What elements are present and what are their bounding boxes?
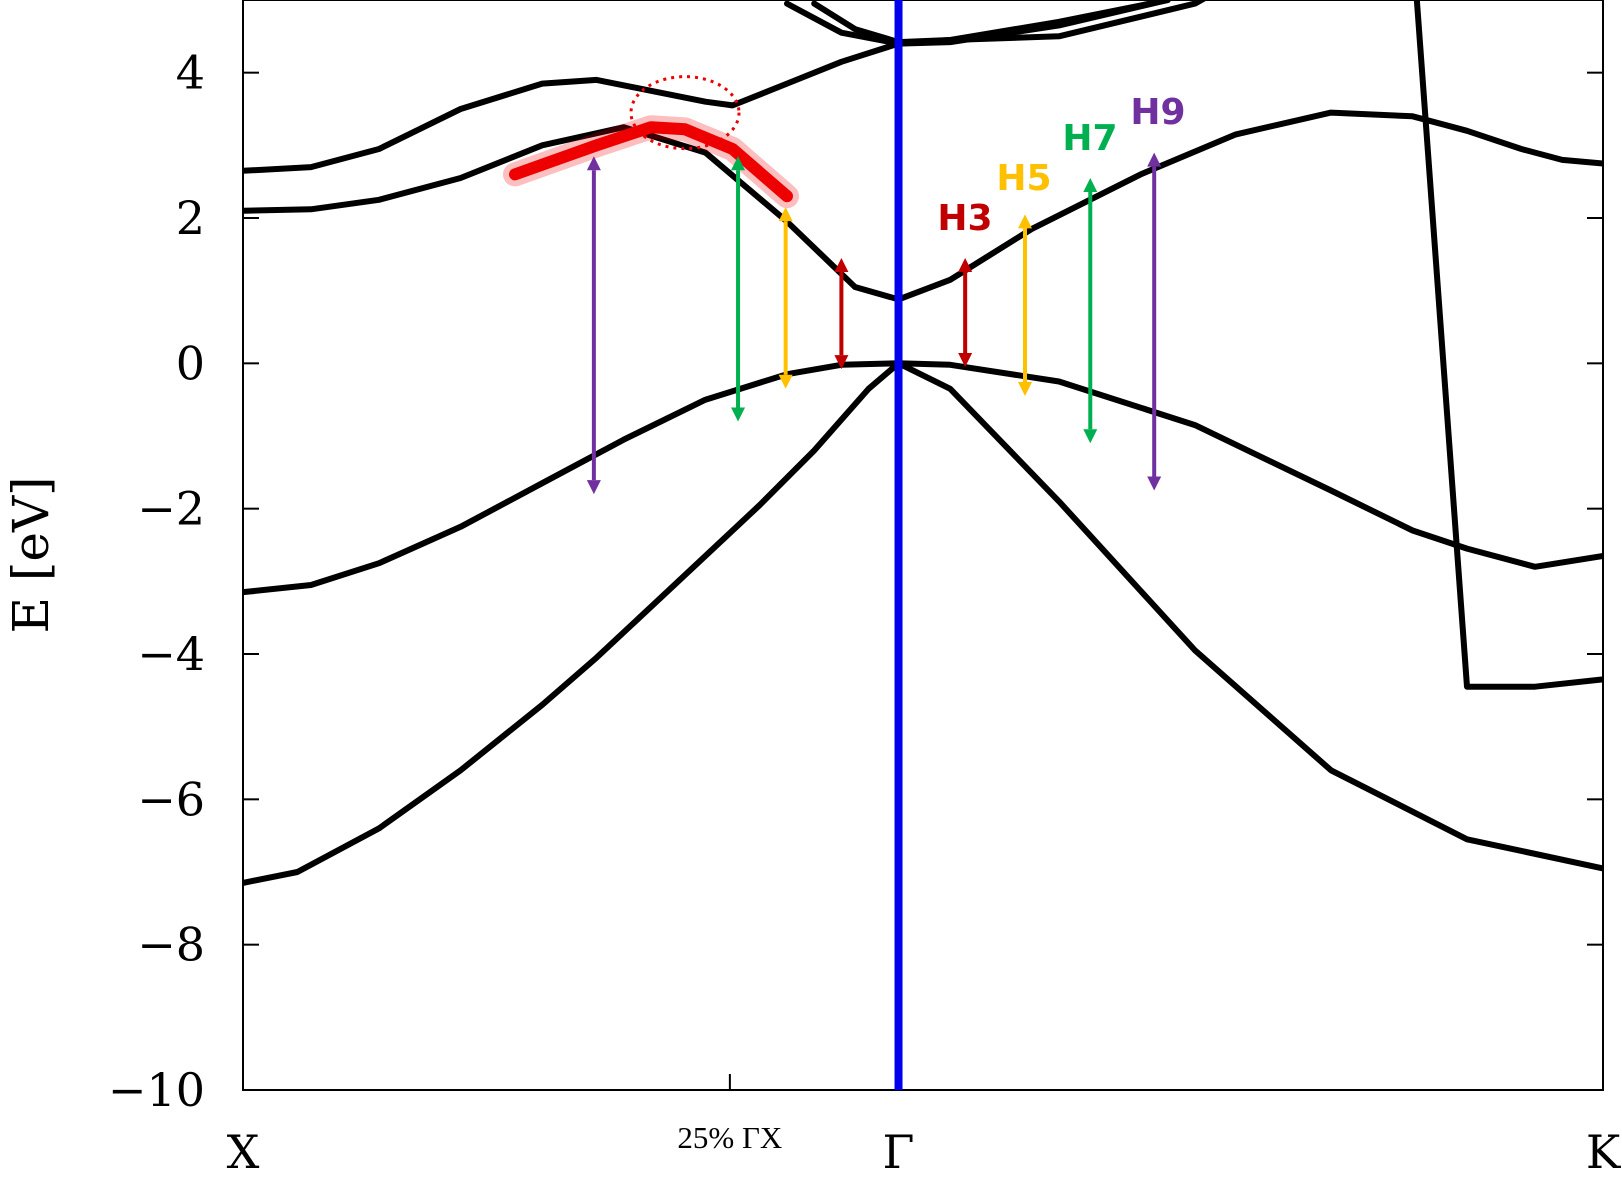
y-tick-label: 0: [176, 336, 205, 390]
y-tick-label: −8: [137, 918, 205, 972]
x-label-quarter: 25% ΓX: [677, 1120, 782, 1155]
y-tick-label: −2: [137, 482, 205, 536]
harmonic-label-h7: H7: [1062, 118, 1117, 159]
arrow-head-down: [731, 407, 746, 422]
arrow-head-up: [731, 156, 746, 171]
arrow-head-down: [1018, 382, 1032, 397]
x-label-gamma: Γ: [883, 1125, 915, 1177]
arrow-head-down: [958, 352, 973, 367]
arrow-head-up: [834, 257, 849, 272]
y-tick-label: 2: [176, 191, 205, 245]
arrow-head-up: [586, 156, 601, 171]
avoided-crossing-circle: [629, 75, 741, 151]
harmonic-label-h5: H5: [996, 158, 1051, 199]
arrow-head-down: [778, 374, 793, 389]
band-line-6: [811, 0, 1171, 46]
band-line-1: [243, 360, 1603, 886]
y-tick-label: 4: [176, 46, 205, 100]
y-axis-label: E [eV]: [2, 476, 60, 633]
x-label-x: X: [227, 1125, 260, 1177]
arrow-head-up: [1147, 152, 1162, 167]
y-tick-label: −6: [137, 772, 205, 826]
arrow-head-up: [1083, 178, 1098, 193]
band-line-3: [243, 109, 1603, 303]
arrow-head-up: [778, 207, 793, 222]
harmonic-label-h3: H3: [937, 198, 992, 239]
arrow-head-down: [1083, 429, 1098, 444]
band-line-2: [243, 360, 1603, 596]
y-tick-label: −4: [137, 627, 205, 681]
highlight-segment: [509, 121, 793, 203]
bands-group: [243, 0, 1603, 886]
plot-area: 4 2 0 −2 −4 −6 −8 −10: [108, 0, 1604, 1117]
arrow-head-up: [1018, 214, 1032, 229]
y-tick-label: −10: [108, 1063, 205, 1117]
band-line-4: [243, 0, 1603, 690]
arrow-head-down: [1147, 476, 1162, 491]
plot-frame: [242, 0, 1604, 1091]
arrow-head-up: [958, 257, 973, 272]
arrow-head-down: [586, 480, 601, 495]
arrow-head-down: [834, 355, 849, 370]
harmonic-label-h9: H9: [1130, 92, 1185, 133]
x-label-k: K: [1586, 1125, 1622, 1177]
